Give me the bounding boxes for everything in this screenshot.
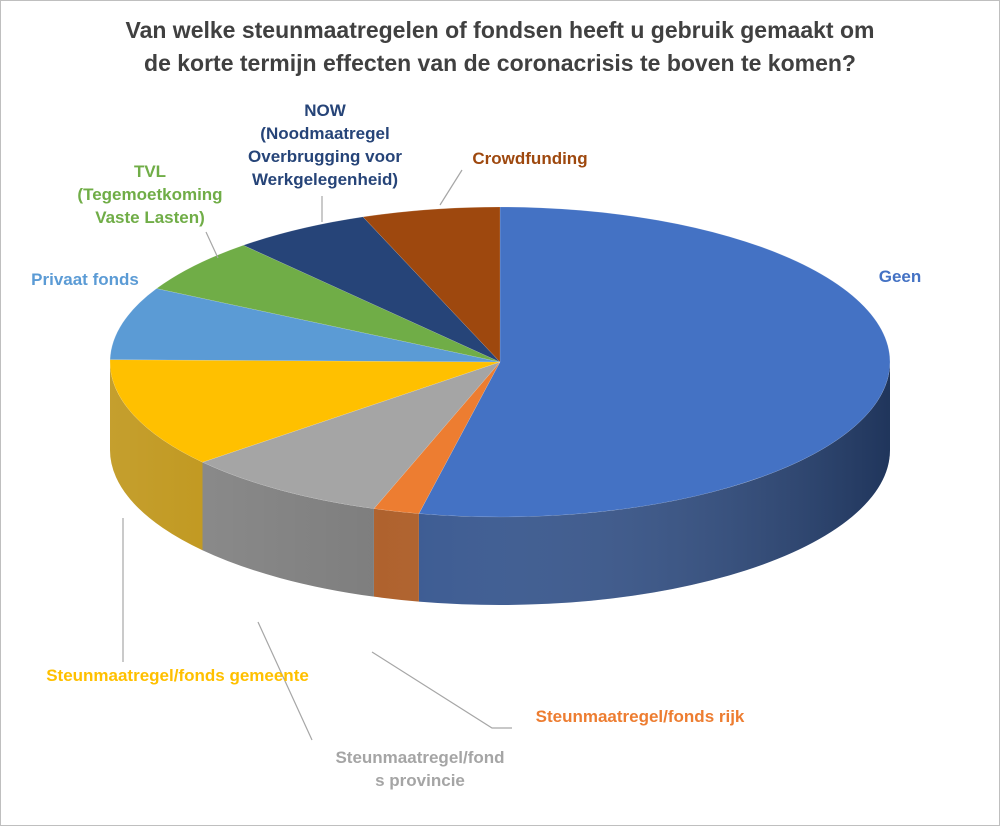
pie-slice-privaat bbox=[109, 288, 501, 363]
pie-slice-geen bbox=[418, 206, 891, 518]
slice-label-tvl: TVL (Tegemoetkoming Vaste Lasten) bbox=[77, 162, 223, 227]
leader-line-tvl bbox=[205, 231, 219, 259]
slice-label-privaat: Privaat fonds bbox=[31, 270, 139, 289]
chart-title-line-1: Van welke steunmaatregelen of fondsen he… bbox=[125, 17, 875, 43]
slice-label-provincie: Steunmaatregel/fond s provincie bbox=[335, 748, 505, 790]
slice-label-gemeente: Steunmaatregel/fonds gemeente bbox=[46, 666, 309, 685]
pie-side-shading bbox=[110, 362, 890, 605]
slice-label-geen: Geen bbox=[878, 267, 922, 286]
leader-line-provincie bbox=[257, 621, 313, 741]
pie-slice-tvl bbox=[155, 245, 501, 363]
slice-label-crowdfunding: Crowdfunding bbox=[472, 149, 588, 168]
chart-title-line-2: de korte termijn effecten van de coronac… bbox=[144, 50, 856, 76]
leader-line-rijk bbox=[371, 651, 512, 729]
slice-label-now: NOW (Noodmaatregel Overbrugging voor Wer… bbox=[248, 101, 402, 189]
pie-slice-now bbox=[242, 216, 501, 363]
pie-top-faces bbox=[109, 206, 891, 518]
chart-title: Van welke steunmaatregelen of fondsen he… bbox=[0, 14, 1000, 80]
pie-slice-gemeente bbox=[109, 359, 501, 463]
pie-slice-provincie bbox=[201, 361, 501, 509]
leader-line-crowdfunding bbox=[439, 169, 463, 206]
pie-slice-crowdfunding bbox=[362, 206, 501, 363]
slice-label-rijk: Steunmaatregel/fonds rijk bbox=[535, 707, 745, 726]
pie-slice-rijk bbox=[373, 361, 501, 514]
